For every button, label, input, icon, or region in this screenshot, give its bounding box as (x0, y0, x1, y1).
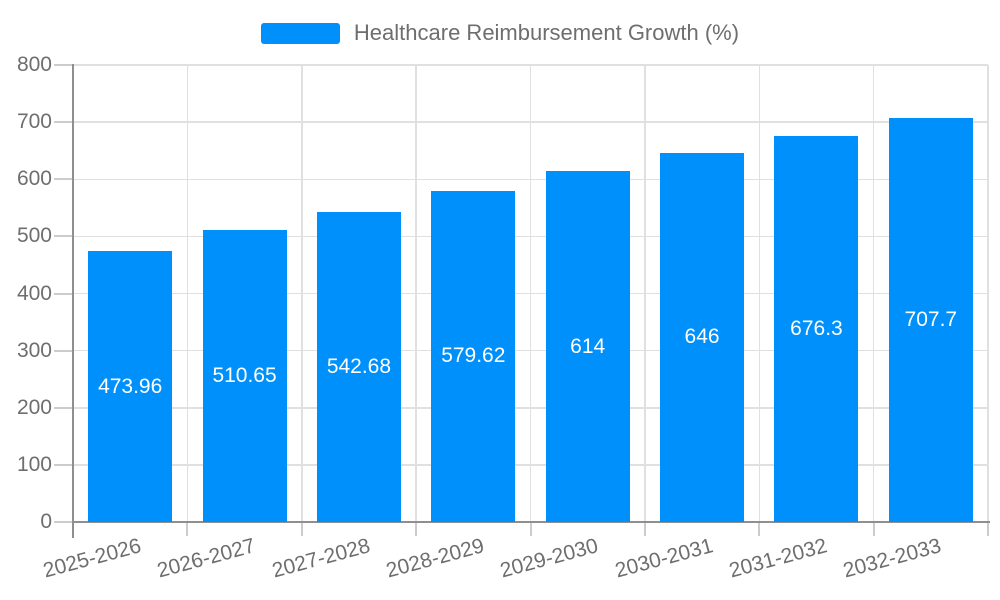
y-axis-tick-label: 400 (16, 281, 52, 305)
y-axis-line (72, 64, 74, 538)
gridline (529, 65, 532, 522)
x-axis-tick (872, 522, 875, 536)
y-axis-tick (54, 235, 73, 238)
bar[interactable] (774, 135, 859, 522)
x-axis-tick (415, 522, 418, 536)
bar[interactable] (202, 230, 287, 522)
gridline (301, 65, 303, 522)
legend-label: Healthcare Reimbursement Growth (%) (353, 20, 740, 45)
x-axis-tick-label: 2027-2028 (269, 534, 373, 583)
x-axis-tick-label: 2031-2032 (726, 534, 830, 583)
y-axis-tick (54, 292, 73, 295)
x-axis-tick (758, 522, 761, 536)
y-axis-tick-label: 0 (40, 510, 52, 533)
x-axis-tick (529, 522, 532, 536)
y-axis-tick-label: 700 (16, 110, 52, 134)
y-axis-tick-label: 200 (16, 395, 52, 419)
y-axis-tick (54, 121, 73, 124)
gridline (186, 65, 189, 522)
x-axis-tick-label: 2029-2030 (497, 534, 601, 583)
y-axis-tick-label: 100 (16, 452, 52, 476)
legend-swatch-icon (260, 22, 340, 44)
y-axis-tick (54, 521, 73, 523)
y-axis-tick-label: 300 (16, 338, 52, 362)
y-axis-tick-label: 800 (16, 53, 52, 76)
y-axis-tick (54, 64, 73, 66)
x-axis-tick-label: 2030-2031 (612, 534, 716, 583)
gridline (872, 65, 875, 522)
bar[interactable] (88, 251, 173, 522)
gridline (644, 65, 646, 522)
gridline (758, 65, 760, 522)
x-axis-tick-label: 2032-2033 (841, 534, 945, 583)
gridline (415, 65, 417, 522)
bar[interactable] (431, 190, 516, 522)
gridline (73, 64, 988, 66)
y-axis-tick (54, 349, 73, 352)
x-axis-tick-label: 2028-2029 (383, 534, 487, 583)
bar[interactable] (660, 152, 745, 522)
gridline (73, 121, 988, 123)
bar[interactable] (888, 117, 973, 522)
x-axis-tick (72, 522, 74, 536)
x-axis-tick-label: 2026-2027 (154, 534, 258, 583)
bar[interactable] (545, 171, 630, 522)
y-axis-tick-label: 500 (16, 224, 52, 248)
y-axis-tick (54, 178, 73, 181)
bar[interactable] (316, 211, 401, 522)
x-axis-tick (987, 522, 989, 536)
y-axis-tick-label: 600 (16, 167, 52, 191)
legend-item[interactable]: Healthcare Reimbursement Growth (%) (0, 21, 1000, 45)
x-axis-tick (643, 522, 646, 536)
gridline (987, 65, 989, 522)
x-axis-tick (186, 522, 189, 536)
x-axis-tick (300, 522, 303, 536)
x-axis-tick-label: 2025-2026 (40, 534, 144, 583)
y-axis-tick (54, 406, 73, 409)
y-axis-tick (54, 463, 73, 466)
